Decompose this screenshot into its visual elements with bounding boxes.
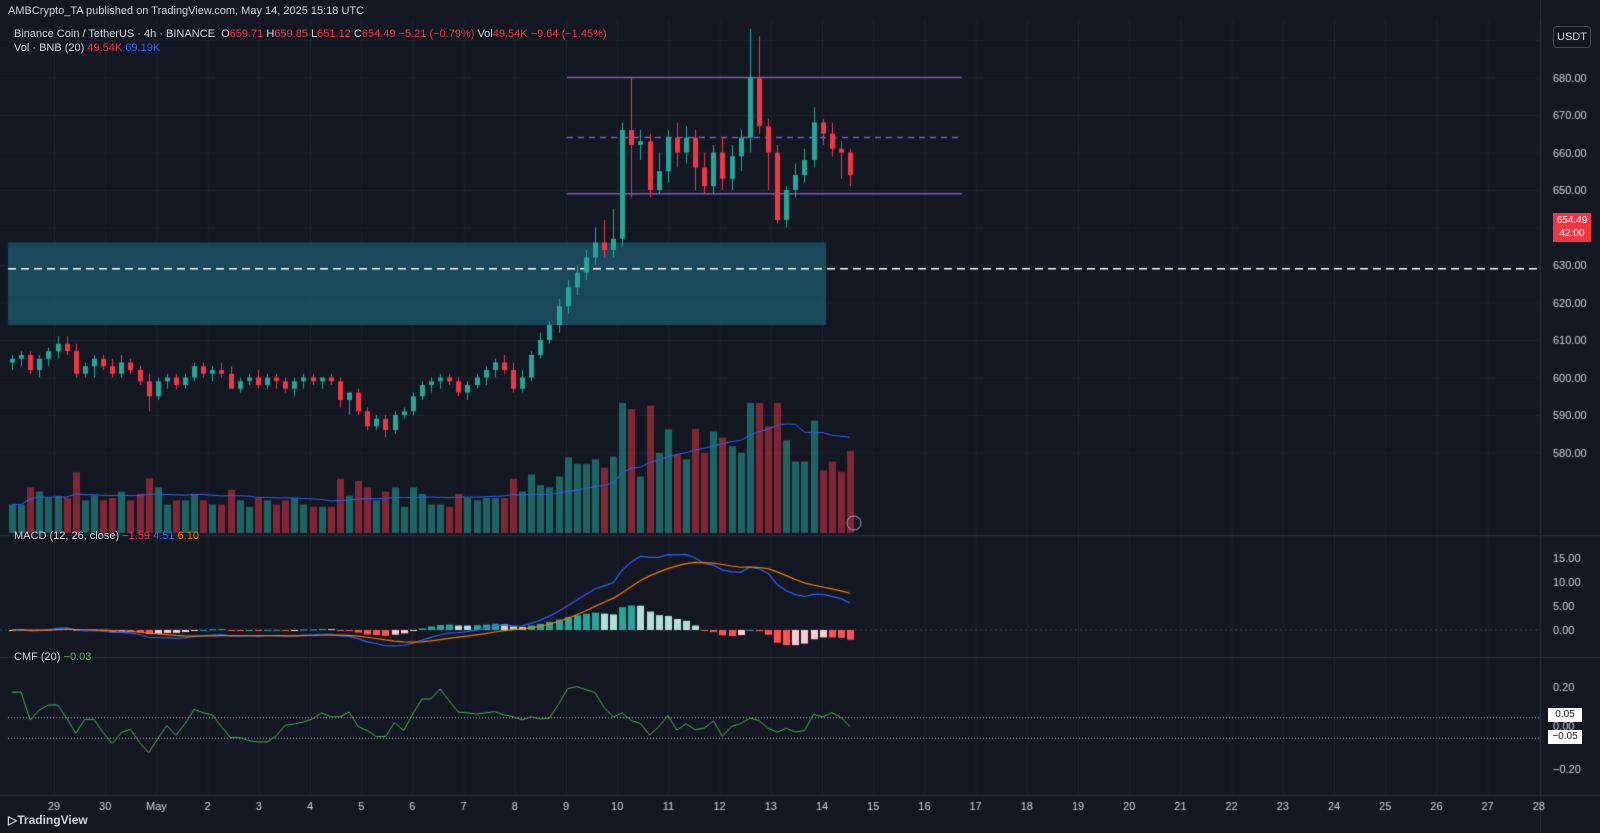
publisher-line: AMBCrypto_TA published on TradingView.co… xyxy=(8,5,365,17)
currency-button[interactable]: USDT xyxy=(1553,26,1591,48)
tradingview-brand-text: TradingView xyxy=(17,813,88,827)
candle-countdown: 42:00 xyxy=(1559,228,1585,239)
cmf-label[interactable]: CMF (20) xyxy=(14,651,61,663)
open-value: 659.71 xyxy=(229,28,264,40)
high-label: H xyxy=(266,28,275,40)
last-price-value: 654.49 xyxy=(1556,215,1588,226)
open-label: O xyxy=(221,28,230,40)
macd-line-value: 4.51 xyxy=(153,530,175,542)
vol-change-value: −9.64 (−1.45%) xyxy=(530,28,607,40)
tradingview-brand[interactable]: ▷​ TradingView xyxy=(8,813,88,827)
tradingview-logo-icon: ▷​ xyxy=(8,813,18,827)
volume-indicator-label[interactable]: Vol · BNB (20) xyxy=(14,42,85,54)
cmf-upper-tag: 0.05 xyxy=(1548,708,1582,722)
change-value: −5.21 (−0.79%) xyxy=(398,28,475,40)
volume-ma-value: 69.19K xyxy=(125,42,161,54)
volume-legend: Vol · BNB (20) 49.54K 69.19K xyxy=(14,42,160,54)
last-price-tag: 654.49 42:00 xyxy=(1553,213,1591,242)
vol-label: Vol xyxy=(477,28,493,40)
volume-indicator-value: 49.54K xyxy=(87,42,123,54)
macd-signal-value: 6.10 xyxy=(177,530,200,542)
chart-legend: Binance Coin / TetherUS · 4h · BINANCE O… xyxy=(14,28,607,40)
close-label: C xyxy=(353,28,362,40)
low-value: 651.12 xyxy=(317,28,351,40)
cmf-lower-tag: −0.05 xyxy=(1548,730,1582,744)
high-value: 659.85 xyxy=(274,28,308,40)
vol-value: 49.54K xyxy=(492,28,528,40)
macd-legend: MACD (12, 26, close) −1.59 4.51 6.10 xyxy=(14,530,199,542)
low-label: L xyxy=(311,28,318,40)
macd-label[interactable]: MACD (12, 26, close) xyxy=(14,530,120,542)
symbol-label[interactable]: Binance Coin / TetherUS · 4h · BINANCE xyxy=(14,28,215,40)
close-value: 654.49 xyxy=(361,28,396,40)
cmf-legend: CMF (20) −0.03 xyxy=(14,651,91,663)
macd-hist-value: −1.59 xyxy=(122,530,151,542)
cmf-value: −0.03 xyxy=(63,651,92,663)
